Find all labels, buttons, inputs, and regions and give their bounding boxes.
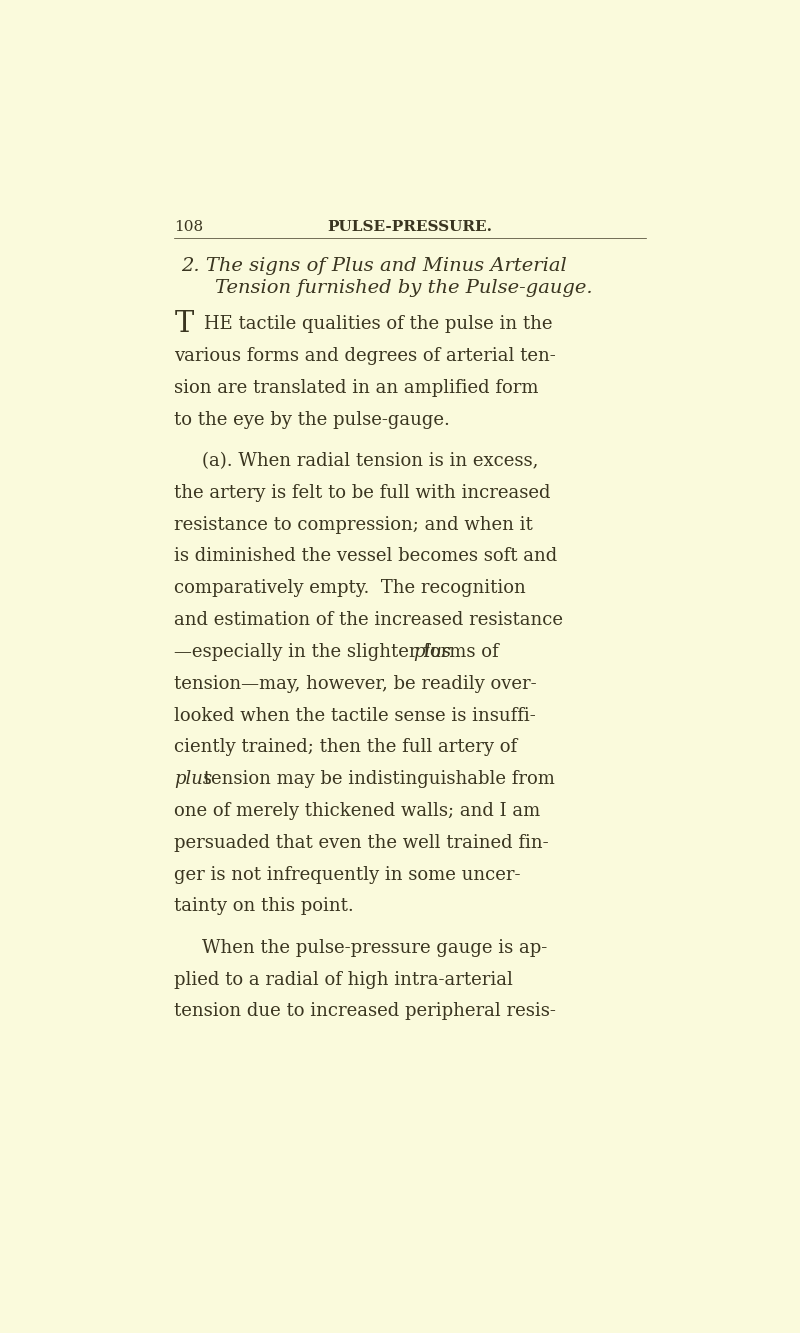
Text: various forms and degrees of arterial ten-: various forms and degrees of arterial te… [174, 347, 556, 365]
Text: is diminished the vessel becomes soft and: is diminished the vessel becomes soft an… [174, 548, 558, 565]
Text: (a). When radial tension is in excess,: (a). When radial tension is in excess, [202, 452, 538, 471]
Text: plied to a radial of high intra-arterial: plied to a radial of high intra-arterial [174, 970, 514, 989]
Text: plus: plus [174, 770, 213, 788]
Text: When the pulse-pressure gauge is ap-: When the pulse-pressure gauge is ap- [202, 938, 547, 957]
Text: sion are translated in an amplified form: sion are translated in an amplified form [174, 379, 539, 397]
Text: PULSE-PRESSURE.: PULSE-PRESSURE. [327, 220, 493, 233]
Text: the artery is felt to be full with increased: the artery is felt to be full with incre… [174, 484, 551, 501]
Text: comparatively empty.  The recognition: comparatively empty. The recognition [174, 580, 526, 597]
Text: one of merely thickened walls; and I am: one of merely thickened walls; and I am [174, 802, 541, 820]
Text: and estimation of the increased resistance: and estimation of the increased resistan… [174, 611, 563, 629]
Text: plus: plus [413, 643, 451, 661]
Text: 108: 108 [174, 220, 203, 233]
Text: Tension furnished by the Pulse-gauge.: Tension furnished by the Pulse-gauge. [214, 279, 592, 297]
Text: —especially in the slighter forms of: —especially in the slighter forms of [174, 643, 505, 661]
Text: resistance to compression; and when it: resistance to compression; and when it [174, 516, 533, 533]
Text: tension may be indistinguishable from: tension may be indistinguishable from [198, 770, 555, 788]
Text: tension due to increased peripheral resis-: tension due to increased peripheral resi… [174, 1002, 556, 1021]
Text: ger is not infrequently in some uncer-: ger is not infrequently in some uncer- [174, 865, 521, 884]
Text: T: T [174, 311, 194, 339]
Text: tainty on this point.: tainty on this point. [174, 897, 354, 916]
Text: tension—may, however, be readily over-: tension—may, however, be readily over- [174, 674, 537, 693]
Text: looked when the tactile sense is insuffi-: looked when the tactile sense is insuffi… [174, 706, 536, 725]
Text: ciently trained; then the full artery of: ciently trained; then the full artery of [174, 738, 518, 756]
Text: persuaded that even the well trained fin-: persuaded that even the well trained fin… [174, 834, 549, 852]
Text: to the eye by the pulse-gauge.: to the eye by the pulse-gauge. [174, 411, 450, 429]
Text: HE tactile qualities of the pulse in the: HE tactile qualities of the pulse in the [204, 315, 553, 333]
Text: 2. The signs of Plus and Minus Arterial: 2. The signs of Plus and Minus Arterial [181, 257, 566, 275]
